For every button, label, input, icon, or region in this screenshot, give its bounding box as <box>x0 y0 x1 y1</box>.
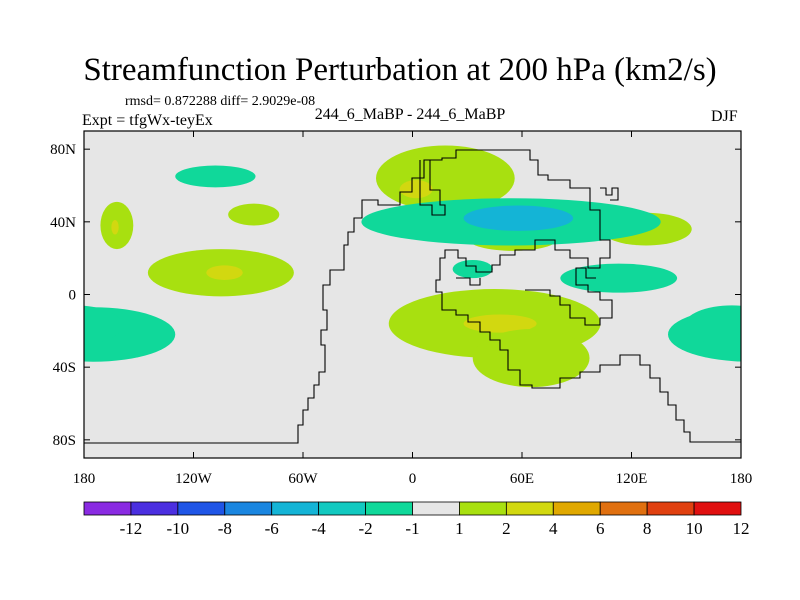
colorbar-label: -12 <box>120 519 143 538</box>
coastline-segment <box>419 160 446 216</box>
x-axis: 180 120W 60W 0 60E 120E 180 <box>73 131 753 487</box>
x-tick-label: 60E <box>510 471 534 487</box>
colorbar-swatch <box>318 501 366 516</box>
colorbar-label: 4 <box>549 519 558 538</box>
colorbar-swatch <box>365 501 413 516</box>
y-tick-label: 80S <box>53 433 76 449</box>
contour-region-positive <box>206 265 243 280</box>
colorbar-label: 10 <box>686 519 703 538</box>
colorbar-swatch <box>412 501 460 516</box>
colorbar-label: -6 <box>265 519 279 538</box>
chart-title: Streamfunction Perturbation at 200 hPa (… <box>83 52 717 88</box>
colorbar-swatch <box>130 501 179 516</box>
contour-region-positive <box>111 220 119 235</box>
stats-label: rmsd= 0.872288 diff= 2.9029e-08 <box>125 94 316 109</box>
colorbar-label: 6 <box>596 519 605 538</box>
colorbar-label: -2 <box>358 519 372 538</box>
contour-region-positive <box>228 203 280 226</box>
contour-region-negative <box>560 263 678 293</box>
x-tick-label: 0 <box>409 471 417 487</box>
coastline-segment <box>600 187 619 201</box>
coastline-segment <box>456 277 481 286</box>
season-label: DJF <box>711 108 738 125</box>
colorbar-swatch <box>224 501 273 516</box>
x-tick-label: 120E <box>616 471 648 487</box>
x-tick-label: 60W <box>288 471 318 487</box>
contour-region-negative <box>175 165 256 188</box>
colorbar-label: 8 <box>643 519 652 538</box>
coastline-outline <box>84 149 741 444</box>
colorbar-label: 12 <box>733 519 750 538</box>
colorbar-swatch <box>646 501 695 516</box>
y-tick-label: 40N <box>50 215 76 231</box>
y-tick-label: 0 <box>69 288 77 304</box>
y-axis: 80N 40N 0 40S 80S <box>50 142 741 449</box>
coastline-segment <box>84 149 741 444</box>
contour-region-positive <box>463 314 537 333</box>
contour-region-negative <box>463 205 574 231</box>
colorbar-label: 2 <box>502 519 511 538</box>
y-tick-label: 40S <box>53 360 76 376</box>
colorbar-swatch <box>83 501 132 516</box>
experiment-label: Expt = tfgWx-teyEx <box>82 112 213 129</box>
colorbar-swatch <box>177 501 226 516</box>
contour-region-positive <box>399 180 433 199</box>
colorbar-label: 1 <box>455 519 464 538</box>
colorbar-label: -8 <box>218 519 232 538</box>
contour-region-negative <box>452 259 493 279</box>
colorbar-label: -1 <box>405 519 419 538</box>
colorbar-label: -10 <box>167 519 190 538</box>
colorbar-swatch <box>271 501 320 516</box>
contour-fields <box>84 145 741 388</box>
colorbar-swatch <box>459 501 507 516</box>
coastline-segment <box>525 267 613 326</box>
contour-region-negative <box>684 305 741 346</box>
chart-subtitle: 244_6_MaBP - 244_6_MaBP <box>314 106 506 123</box>
colorbar: -12 -10 -8 -6 -4 -2 -1 1 2 4 6 8 10 12 <box>83 501 750 538</box>
colorbar-swatch <box>552 501 601 516</box>
colorbar-swatch <box>505 501 554 516</box>
colorbar-swatch <box>599 501 648 516</box>
x-tick-label: 180 <box>73 471 96 487</box>
contour-region-wrap <box>84 305 123 345</box>
y-tick-label: 80N <box>50 142 76 158</box>
x-tick-label: 120W <box>175 471 213 487</box>
colorbar-swatch <box>693 501 742 516</box>
colorbar-label: -4 <box>312 519 327 538</box>
contour-region-positive <box>472 329 590 388</box>
x-tick-label: 180 <box>730 471 753 487</box>
